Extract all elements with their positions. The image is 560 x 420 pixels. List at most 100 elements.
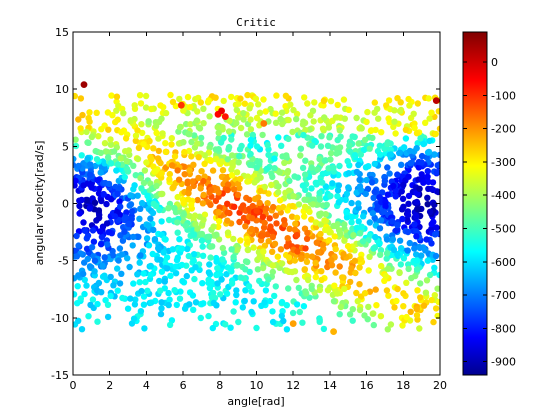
data-point [166, 321, 174, 329]
data-point [86, 263, 94, 270]
data-point [191, 212, 199, 219]
data-point [158, 268, 166, 275]
data-point [154, 155, 162, 162]
data-point [380, 208, 387, 215]
data-point [365, 303, 372, 311]
data-point [119, 294, 126, 302]
data-point [116, 198, 123, 205]
data-point [240, 214, 248, 222]
data-point [189, 178, 196, 185]
data-point [299, 121, 307, 128]
data-point [174, 219, 181, 226]
data-point [214, 265, 221, 272]
data-point [121, 173, 128, 181]
data-point [413, 145, 420, 152]
data-point-highlight [289, 320, 297, 327]
data-point [260, 248, 267, 255]
data-point [131, 301, 139, 308]
data-point [325, 165, 332, 172]
data-point-highlight [218, 107, 226, 115]
data-point [372, 286, 379, 293]
data-point [346, 142, 353, 149]
data-point [277, 246, 285, 253]
data-point [281, 159, 288, 166]
data-point [392, 130, 399, 137]
data-point [317, 210, 325, 217]
data-point [363, 118, 370, 126]
data-point [405, 173, 412, 180]
data-point [97, 169, 104, 176]
data-point [243, 131, 251, 138]
data-point [289, 202, 296, 210]
data-point [390, 246, 398, 253]
data-point [249, 215, 256, 222]
data-point [219, 244, 226, 252]
data-point [366, 288, 374, 295]
data-point [393, 297, 400, 305]
x-tick-label: 20 [433, 379, 447, 392]
data-point [122, 148, 129, 155]
data-point [73, 136, 79, 143]
data-point [78, 326, 86, 333]
data-point [157, 310, 165, 318]
data-point [229, 159, 236, 167]
data-point [124, 255, 131, 262]
data-point [260, 96, 267, 103]
data-point [253, 164, 260, 171]
data-point [150, 163, 157, 170]
data-point [269, 308, 276, 315]
data-point [84, 232, 92, 239]
data-point [73, 92, 78, 100]
data-point [109, 112, 116, 119]
data-point [356, 306, 364, 314]
data-point [383, 236, 391, 243]
data-point [300, 131, 307, 139]
data-point [265, 276, 272, 283]
data-point [228, 246, 235, 253]
data-point [178, 245, 185, 252]
data-point [319, 179, 326, 186]
data-point [88, 244, 96, 251]
data-point [384, 140, 391, 148]
data-point [405, 95, 412, 103]
data-point [244, 246, 251, 254]
data-point [425, 95, 432, 102]
data-point [317, 230, 324, 238]
data-point [74, 300, 81, 307]
data-point [235, 100, 242, 107]
data-point [209, 324, 216, 332]
data-point [197, 185, 204, 192]
data-point [211, 294, 219, 302]
data-point [206, 261, 213, 268]
data-point [353, 168, 361, 176]
data-point [136, 279, 143, 286]
data-point [308, 196, 316, 203]
data-point [358, 223, 365, 230]
data-point [327, 192, 334, 200]
data-point [234, 246, 241, 253]
data-point [317, 143, 325, 150]
data-point [303, 235, 311, 242]
data-point [356, 230, 364, 237]
colorbar-tick-label: -700 [491, 289, 516, 302]
data-point [227, 324, 234, 331]
data-point [301, 203, 309, 210]
data-point [370, 310, 377, 317]
data-point [169, 98, 177, 106]
data-point [86, 205, 94, 212]
data-point [233, 262, 241, 269]
data-point [323, 201, 330, 208]
data-point [413, 198, 421, 206]
data-point [137, 174, 144, 182]
data-point [130, 280, 137, 287]
data-point [434, 162, 440, 169]
data-point [98, 289, 105, 296]
data-point [186, 104, 194, 111]
data-point [406, 147, 414, 155]
data-point [145, 118, 152, 125]
data-point [265, 238, 272, 245]
data-point [239, 304, 246, 311]
data-point [97, 241, 105, 248]
data-point [249, 131, 256, 139]
data-point [234, 180, 242, 187]
